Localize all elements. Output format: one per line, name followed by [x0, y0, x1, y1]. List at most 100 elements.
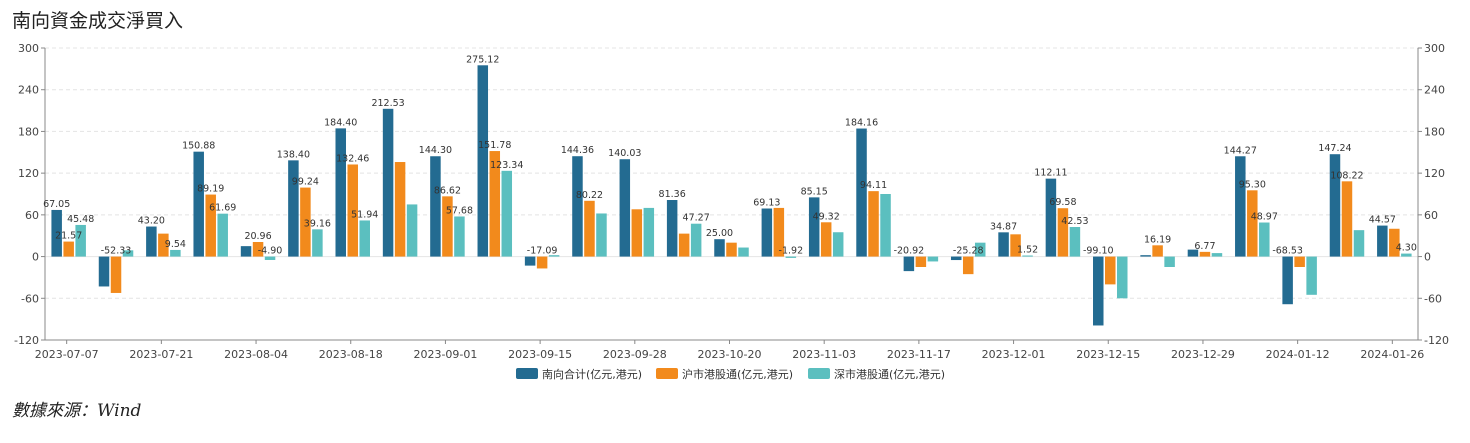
bar-series-3[interactable] — [1069, 227, 1081, 257]
bar-series-3[interactable] — [643, 207, 655, 257]
data-label: 69.58 — [1049, 197, 1076, 208]
bar-series-2[interactable] — [63, 241, 74, 257]
bar-series-2[interactable] — [1294, 256, 1305, 267]
bar-series-2[interactable] — [584, 200, 595, 257]
bar-series-2[interactable] — [489, 151, 501, 257]
data-label: 39.16 — [304, 218, 331, 229]
bar-series-2[interactable] — [1152, 245, 1163, 257]
bar-series-3[interactable] — [122, 250, 134, 257]
data-labels: 67.05 43.20 150.88 138.40 184.40 212.53 144.30… — [43, 54, 1417, 256]
bar-series-2[interactable] — [300, 187, 311, 257]
bar-series-2[interactable] — [726, 242, 737, 257]
bar-series-1[interactable] — [714, 239, 725, 257]
bar-series-1[interactable] — [240, 246, 252, 257]
bar-series-2[interactable] — [110, 256, 122, 293]
bar-series-3[interactable] — [596, 213, 607, 257]
bar-series-1[interactable] — [98, 256, 110, 287]
bar-series-3[interactable] — [880, 194, 891, 257]
bar-series-1[interactable] — [1045, 178, 1057, 257]
bar-series-3[interactable] — [927, 256, 939, 262]
bar-series-1[interactable] — [666, 200, 678, 257]
data-label: 49.32 — [813, 211, 840, 222]
bar-series-3[interactable] — [264, 256, 276, 260]
bar-series-1[interactable] — [1140, 255, 1151, 257]
bar-series-2[interactable] — [915, 256, 927, 267]
bar-series-1[interactable] — [430, 156, 441, 257]
bar-series-1[interactable] — [1235, 156, 1246, 257]
bar-series-2[interactable] — [394, 162, 406, 257]
bar-series-3[interactable] — [1164, 256, 1175, 267]
bar-series-1[interactable] — [51, 209, 62, 257]
bar-series-3[interactable] — [738, 247, 749, 257]
bar-series-3[interactable] — [974, 242, 986, 257]
bar-series-3[interactable] — [690, 223, 702, 257]
bar-series-2[interactable] — [1199, 251, 1211, 257]
bar-series-1[interactable] — [477, 65, 489, 257]
bar-series-2[interactable] — [773, 207, 785, 257]
bar-series-3[interactable] — [832, 232, 844, 257]
bar-series-3[interactable] — [217, 213, 228, 257]
bar-series-2[interactable] — [536, 256, 548, 269]
bar-series-3[interactable] — [501, 170, 513, 257]
bar-series-2[interactable] — [1247, 190, 1258, 257]
bar-series-2[interactable] — [1010, 234, 1021, 257]
bar-series-2[interactable] — [252, 241, 264, 257]
bar-series-3[interactable] — [1306, 256, 1317, 295]
bar-series-3[interactable] — [548, 255, 560, 257]
data-label: 144.30 — [419, 145, 452, 156]
bar-series-1[interactable] — [808, 197, 820, 257]
bar-series-1[interactable] — [903, 256, 915, 272]
x-tick-label: 2023-08-18 — [319, 348, 383, 361]
bar-series-1[interactable] — [619, 159, 631, 257]
bar-series-1[interactable] — [193, 151, 204, 257]
bar-series-3[interactable] — [1022, 255, 1033, 257]
x-tick-label: 2023-07-21 — [129, 348, 193, 361]
bar-series-2[interactable] — [631, 209, 643, 257]
bar-series-3[interactable] — [170, 249, 181, 257]
bar-series-1[interactable] — [335, 128, 346, 257]
bar-series-1[interactable] — [998, 232, 1009, 257]
bar-series-2[interactable] — [1057, 208, 1069, 257]
bar-series-1[interactable] — [1329, 154, 1341, 257]
bar-series-2[interactable] — [1105, 256, 1116, 285]
bar-series-3[interactable] — [1259, 222, 1270, 257]
bar-series-1[interactable] — [1093, 256, 1104, 326]
bar-series-3[interactable] — [359, 220, 370, 257]
bar-series-2[interactable] — [1389, 228, 1400, 257]
bar-series-1[interactable] — [950, 256, 962, 261]
bar-series-3[interactable] — [785, 256, 797, 258]
bar-series-2[interactable] — [868, 191, 879, 257]
bar-series-2[interactable] — [820, 222, 832, 257]
bar-series-1[interactable] — [146, 226, 157, 257]
bar-series-1[interactable] — [856, 128, 867, 257]
bar-series-3[interactable] — [312, 229, 323, 257]
bar-series-1[interactable] — [524, 256, 536, 266]
data-label: 45.48 — [67, 214, 94, 225]
bar-series-1[interactable] — [382, 108, 394, 257]
bar-series-1[interactable] — [288, 160, 299, 257]
bar-series-3[interactable] — [406, 204, 418, 257]
bar-series-3[interactable] — [454, 216, 465, 257]
data-label: 9.54 — [165, 239, 186, 250]
bar-series-2[interactable] — [1341, 181, 1353, 257]
data-label: 147.24 — [1318, 143, 1351, 154]
bar-series-1[interactable] — [1282, 256, 1293, 305]
bar-series-1[interactable] — [572, 156, 583, 257]
bar-series-3[interactable] — [1211, 253, 1223, 257]
bar-series-2[interactable] — [678, 233, 690, 257]
bar-series-1[interactable] — [761, 208, 773, 257]
bar-series-2[interactable] — [347, 164, 358, 257]
bar-series-3[interactable] — [75, 224, 86, 257]
bar-series-3[interactable] — [1353, 230, 1365, 257]
bar-series-2[interactable] — [205, 194, 216, 257]
bar-series-2[interactable] — [158, 233, 169, 257]
data-label: 99.24 — [292, 177, 319, 188]
bar-series-2[interactable] — [962, 256, 974, 275]
bar-series-1[interactable] — [1187, 249, 1199, 257]
bar-series-3[interactable] — [1117, 256, 1128, 299]
bar-series-1[interactable] — [1377, 225, 1388, 257]
data-label: 144.27 — [1224, 145, 1257, 156]
bar-series-3[interactable] — [1401, 253, 1412, 257]
bar-series-2[interactable] — [442, 196, 453, 257]
